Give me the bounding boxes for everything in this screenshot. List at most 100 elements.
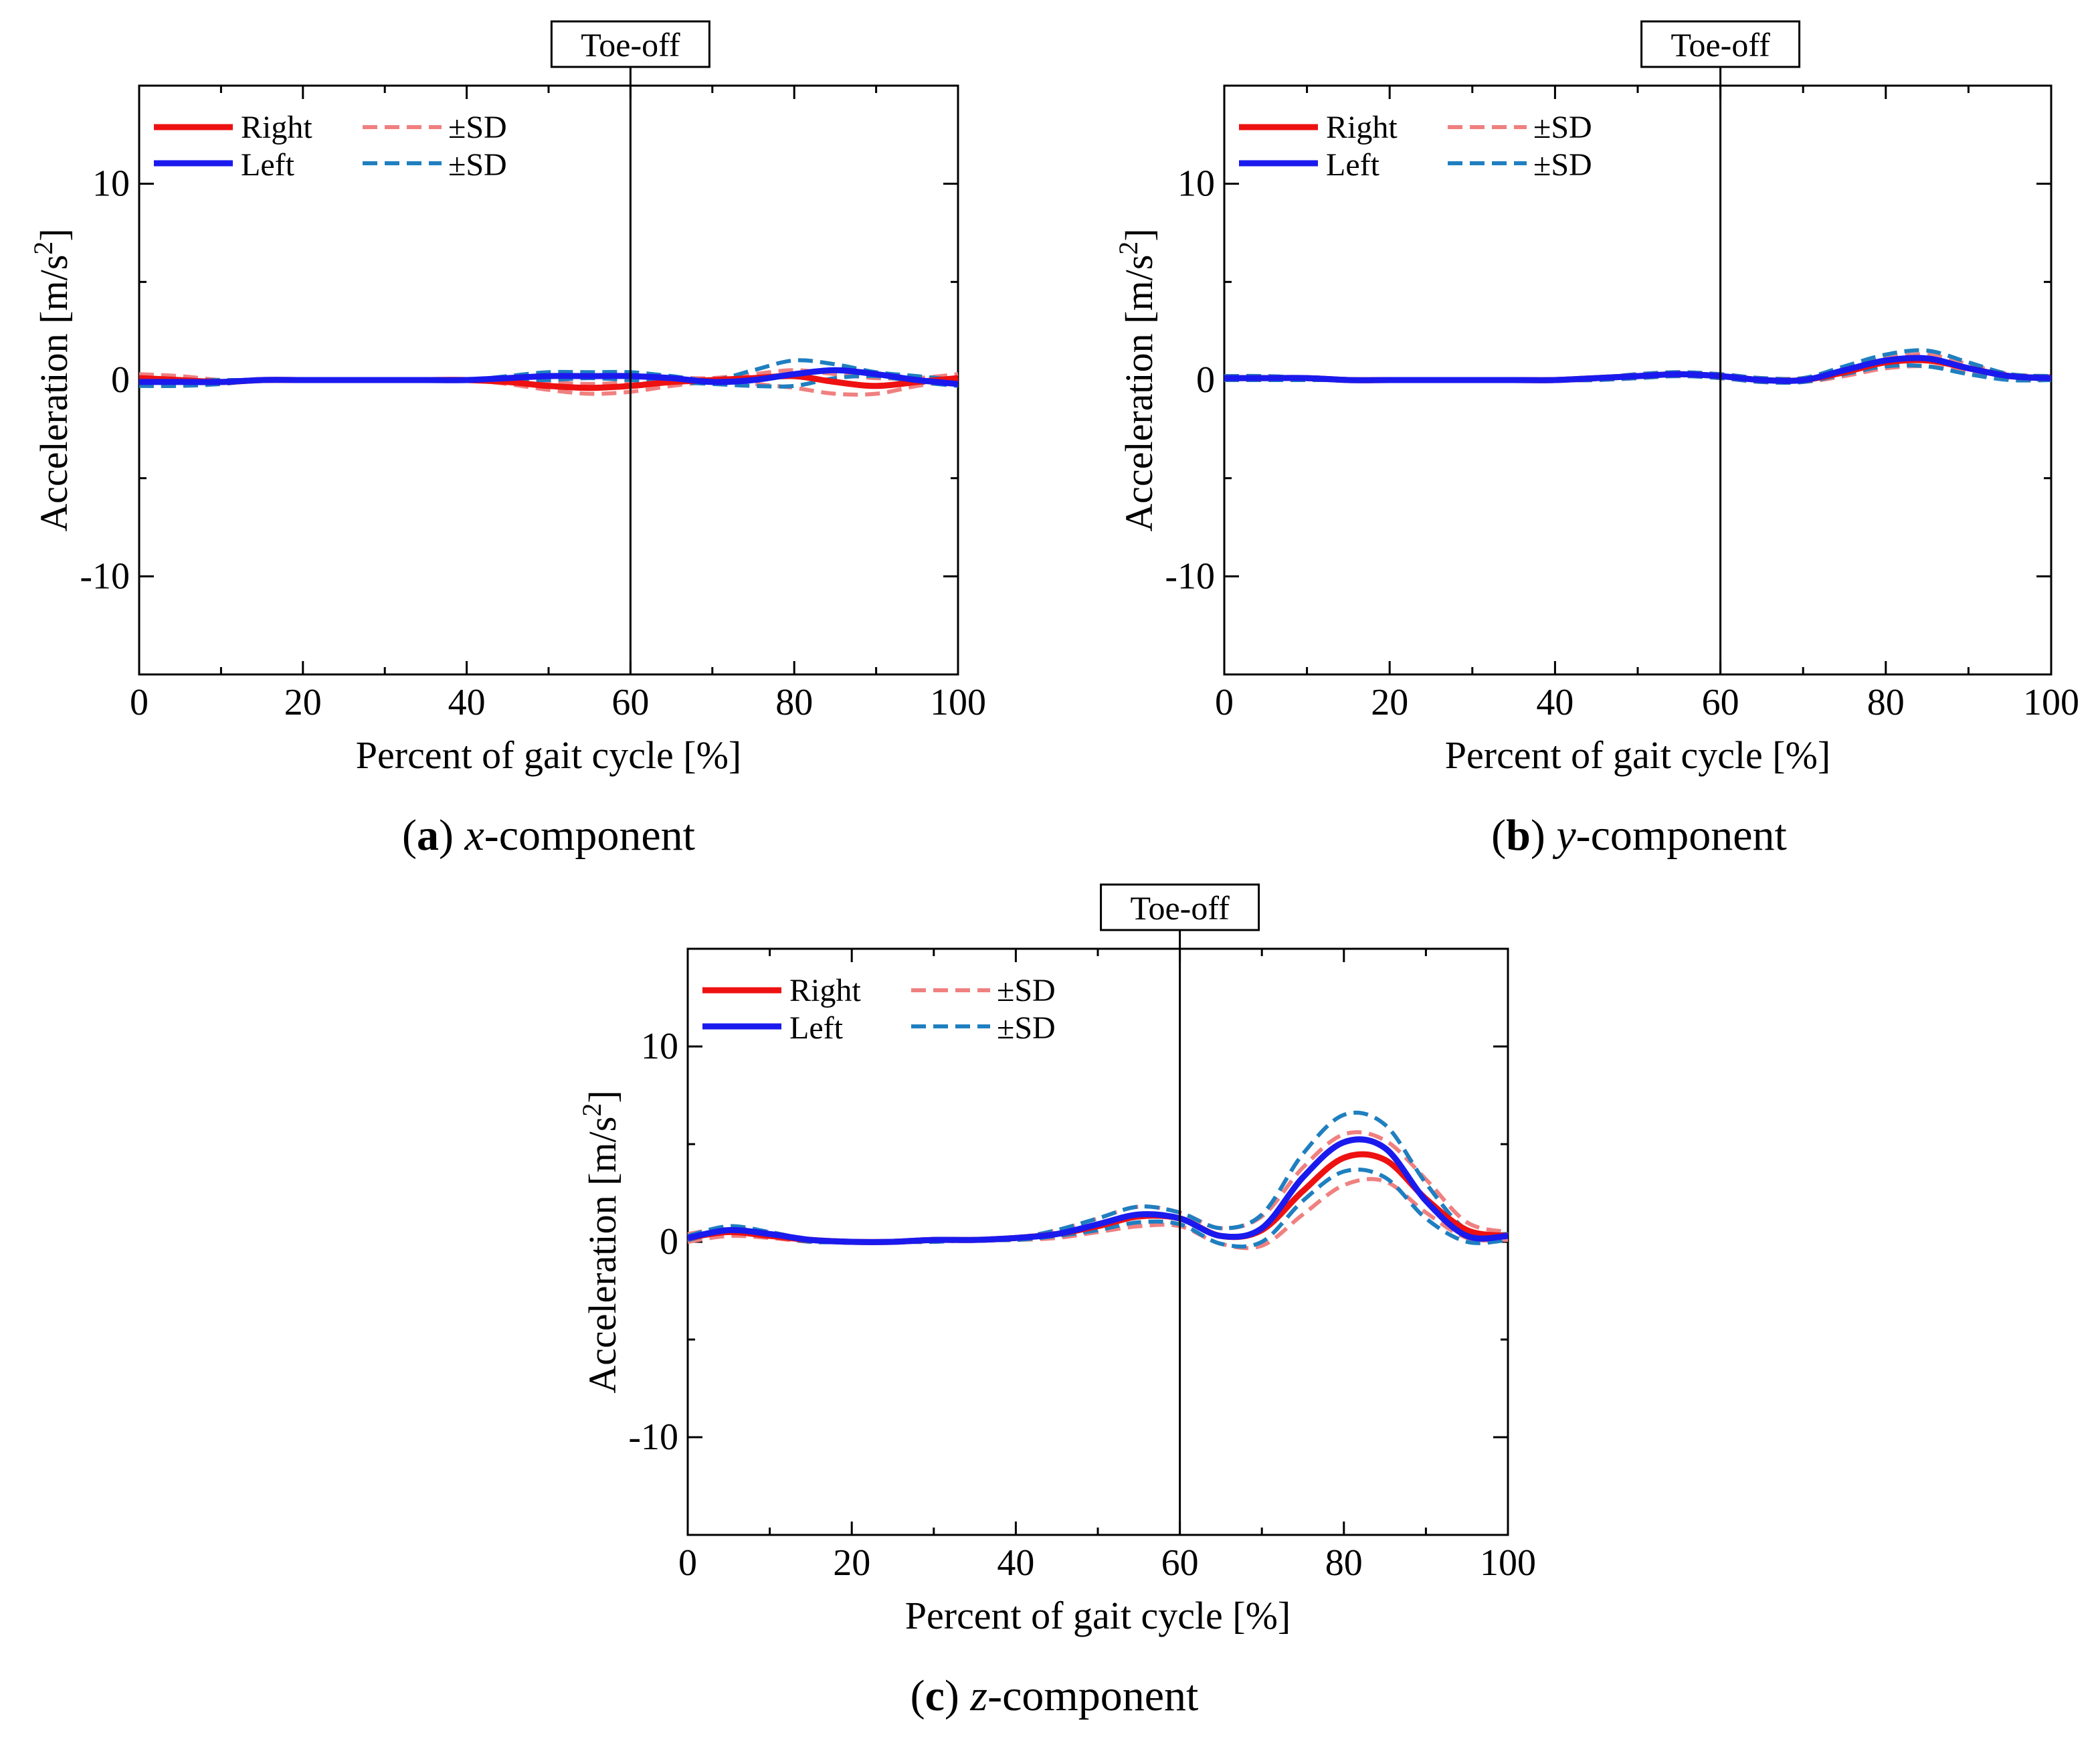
x-tick-label: 60 [611,682,649,723]
x-tick-label: 0 [130,682,149,723]
caption-variable: x [464,811,484,860]
legend-label-right-sd: ±SD [1533,110,1592,145]
y-tick-label: -10 [80,555,130,597]
panel-c-z-component: 0 20 40 60 80 100 -10 0 10 Toe-off Right Left ±S… [577,883,1536,1720]
x-tick-label: 60 [1702,682,1739,723]
x-tick-label: 40 [997,1542,1034,1584]
x-tick-label: 60 [1161,1542,1199,1584]
toe-off-label: Toe-off [581,26,680,64]
y-tick-label: 10 [1177,163,1215,205]
x-tick-label: 80 [1867,682,1905,723]
toe-off-label-box: Toe-off [1640,20,1801,68]
y-axis-label-sup: 2 [577,1103,607,1117]
legend: Right Left ±SD ±SD [154,110,507,183]
series-line-left-sd [687,1167,1509,1249]
caption-letter: b [1506,811,1531,860]
series-line-left [1224,355,2052,384]
legend-label-left: Left [789,1010,844,1046]
panel-b-y-component: 0 20 40 60 80 100 -10 0 10 Toe-off Right Left ±S… [1113,20,2079,860]
x-tick-label: 20 [833,1542,870,1584]
caption-variable: y [1552,811,1576,860]
y-tick-label: 0 [1196,359,1215,401]
series-line-left-sd [687,1110,1509,1245]
x-tick-label: 100 [930,682,986,723]
x-tick-label: 20 [284,682,322,723]
legend-label-right-sd: ±SD [448,110,507,145]
caption-open-paren: ( [911,1671,925,1720]
y-axis-label: Acceleration [m/s2] [1113,228,1161,531]
series-line-left [139,367,959,387]
caption-close-paren: ) [945,1671,970,1720]
y-tick-label: -10 [628,1416,678,1458]
legend-label-right: Right [789,973,861,1008]
caption-open-paren: ( [1491,811,1506,860]
legend: Right Left ±SD ±SD [1239,110,1592,183]
toe-off-box [1640,20,1801,68]
panel-caption: (b) y-component [1491,811,1787,860]
y-axis-label-main: Acceleration [m/s [1117,255,1161,532]
x-axis-label: Percent of gait cycle [%] [1445,733,1831,777]
series-layer [1224,348,2052,385]
toe-off-box [1100,883,1260,931]
y-tick-label: 10 [641,1026,678,1067]
series-layer [687,1110,1509,1251]
caption-close-paren: ) [439,811,464,860]
y-axis-label-end: ] [1117,228,1161,241]
panel-caption: (c) z-component [911,1671,1199,1720]
caption-text: -component [987,1671,1198,1720]
x-tick-label: 100 [2023,682,2079,723]
toe-off-label-box: Toe-off [1100,883,1260,931]
caption-text: -component [1576,811,1787,860]
y-tick-label: 0 [111,359,130,401]
series-line-left [687,1136,1509,1245]
x-tick-label: 40 [448,682,486,723]
caption-text: -component [484,811,695,860]
legend-label-left-sd: ±SD [997,1010,1056,1046]
y-axis-label-main: Acceleration [m/s [32,255,76,532]
x-tick-label: 100 [1480,1542,1536,1584]
y-axis-label: Acceleration [m/s2] [28,228,76,531]
caption-close-paren: ) [1531,811,1556,860]
x-tick-label: 80 [1325,1542,1363,1584]
y-tick-label: 0 [660,1221,678,1263]
y-axis-label-main: Acceleration [m/s [581,1117,624,1394]
toe-off-label: Toe-off [1671,26,1770,64]
y-axis-label-end: ] [32,228,76,241]
x-tick-label: 0 [1215,682,1234,723]
caption-letter: c [925,1671,945,1720]
x-axis-label: Percent of gait cycle [%] [905,1594,1291,1637]
legend: Right Left ±SD ±SD [702,973,1056,1046]
legend-label-right-sd: ±SD [997,973,1056,1008]
caption-letter: a [417,811,439,860]
y-axis-label-sup: 2 [28,242,58,255]
axis-ticks: 0 20 40 60 80 100 -10 0 10 [628,947,1536,1584]
y-tick-label: -10 [1165,555,1215,597]
toe-off-label: Toe-off [1130,889,1230,927]
legend-label-left-sd: ±SD [448,147,507,183]
x-tick-label: 0 [678,1542,697,1584]
panel-caption: (a) x-component [402,811,695,860]
series-line-right [687,1151,1509,1245]
y-axis-label-end: ] [581,1090,624,1103]
legend-label-right: Right [241,110,312,145]
axis-ticks: 0 20 40 60 80 100 -10 0 10 [80,84,986,723]
caption-variable: z [969,1671,987,1720]
y-axis-label-sup: 2 [1113,242,1143,255]
x-tick-label: 80 [775,682,813,723]
x-tick-label: 20 [1371,682,1408,723]
y-axis-label: Acceleration [m/s2] [577,1090,624,1393]
toe-off-label-box: Toe-off [550,20,710,68]
x-axis-label: Percent of gait cycle [%] [356,733,742,777]
legend-label-left: Left [241,147,295,183]
axis-ticks: 0 20 40 60 80 100 -10 0 10 [1165,84,2079,723]
toe-off-box [550,20,710,68]
legend-label-left: Left [1326,147,1380,183]
series-layer [138,358,959,397]
legend-label-right: Right [1326,110,1398,145]
x-tick-label: 40 [1536,682,1573,723]
legend-label-left-sd: ±SD [1533,147,1592,183]
caption-open-paren: ( [402,811,417,860]
panel-a-x-component: 0 20 40 60 80 100 -10 0 10 Toe-off Right Left ±S… [28,20,986,860]
y-tick-label: 10 [92,163,130,205]
